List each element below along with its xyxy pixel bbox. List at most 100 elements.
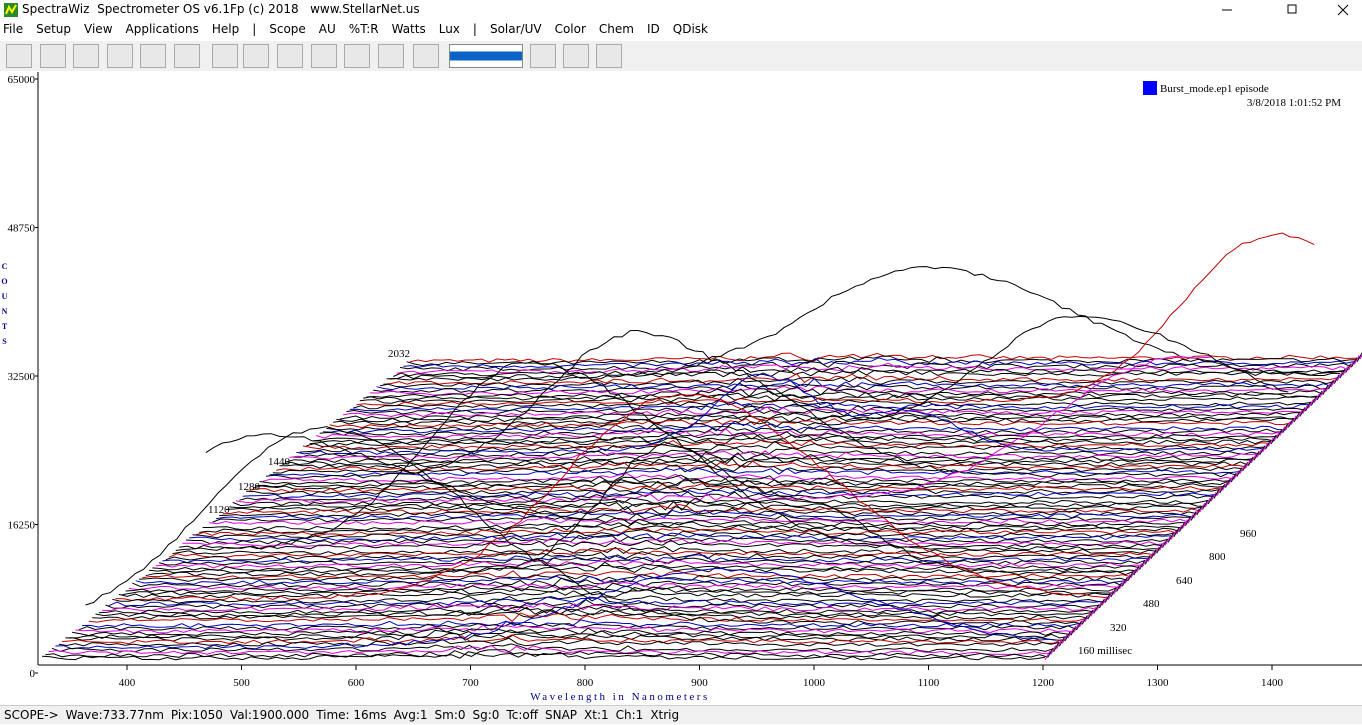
depth-label: 160 millisec xyxy=(1078,645,1132,657)
app-icon xyxy=(4,3,18,17)
toolbar-button[interactable] xyxy=(530,44,556,68)
depth-tick xyxy=(1230,472,1237,483)
trace xyxy=(92,609,1089,620)
menu-item[interactable]: | xyxy=(472,22,477,36)
toolbar-button[interactable] xyxy=(174,44,200,68)
depth-label: 1120 xyxy=(208,504,230,516)
trace xyxy=(302,439,1269,450)
trace xyxy=(225,500,1203,512)
trace xyxy=(249,482,1223,493)
trace xyxy=(296,373,1263,456)
toolbar-button[interactable] xyxy=(243,44,269,68)
depth-tick xyxy=(1061,634,1068,644)
depth-tick xyxy=(1259,445,1266,456)
toolbar-button[interactable] xyxy=(40,44,66,68)
menu-item[interactable]: Help xyxy=(211,22,240,36)
trace xyxy=(396,362,1349,374)
toolbar-button[interactable] xyxy=(563,44,589,68)
toolbar-button[interactable] xyxy=(277,44,303,68)
trace xyxy=(242,489,1217,499)
depth-tick xyxy=(1050,645,1057,655)
trace xyxy=(272,464,1243,474)
depth-tick xyxy=(1236,467,1243,477)
status-item: Ch:1 xyxy=(615,708,644,722)
window-controls[interactable] xyxy=(1202,0,1362,20)
menu-item[interactable]: | xyxy=(252,22,257,36)
trace xyxy=(219,505,1197,518)
legend-label: Burst_mode.ep1 episode xyxy=(1160,83,1269,95)
trace xyxy=(289,450,1257,461)
depth-tick xyxy=(1267,437,1274,447)
trace xyxy=(72,627,1071,637)
trace xyxy=(155,559,1143,569)
menu-item[interactable]: %T:R xyxy=(348,22,379,36)
depth-tick xyxy=(1262,442,1269,453)
trace xyxy=(138,574,1129,582)
depth-tick xyxy=(1156,544,1163,554)
depth-tick xyxy=(1127,571,1134,581)
menu-item[interactable]: Chem xyxy=(598,22,634,36)
menu-bar: File Setup View Applications Help | Scope AU %T:… xyxy=(0,20,1362,39)
trace xyxy=(346,403,1306,415)
y-tick-label: 16250 xyxy=(8,520,36,532)
trace xyxy=(229,500,1206,509)
toolbar-button[interactable] xyxy=(6,44,32,68)
depth-tick xyxy=(1193,508,1200,518)
toolbar-button[interactable] xyxy=(378,44,404,68)
depth-tick xyxy=(1308,399,1314,409)
menu-item[interactable]: Watts xyxy=(391,22,426,36)
depth-label: 480 xyxy=(1143,598,1160,610)
depth-tick xyxy=(1219,483,1226,494)
menu-item[interactable]: AU xyxy=(318,22,336,36)
depth-tick xyxy=(1242,461,1249,472)
menu-item[interactable]: Setup xyxy=(36,22,72,36)
menu-item[interactable]: Color xyxy=(554,22,586,36)
menu-item[interactable]: Applications xyxy=(125,22,199,36)
trace xyxy=(41,651,1046,661)
toolbar-button[interactable] xyxy=(596,44,622,68)
toolbar-button[interactable] xyxy=(413,44,439,68)
menu-item[interactable]: Solar/UV xyxy=(489,22,542,36)
depth-tick xyxy=(1101,596,1108,606)
depth-tick xyxy=(1087,609,1094,620)
depth-tick xyxy=(1136,563,1143,573)
depth-tick xyxy=(1078,617,1085,628)
status-item: SCOPE-> xyxy=(4,708,59,722)
y-axis-label: COUNTS xyxy=(0,262,9,352)
x-tick-label: 1200 xyxy=(1032,677,1055,689)
depth-tick xyxy=(1282,423,1289,434)
depth-tick xyxy=(1104,593,1111,603)
trace xyxy=(55,567,1057,650)
toolbar-button[interactable] xyxy=(140,44,166,68)
depth-tick xyxy=(1276,429,1283,439)
intensity-slider[interactable] xyxy=(449,44,523,68)
depth-tick xyxy=(1290,415,1297,425)
menu-item[interactable]: Lux xyxy=(438,22,460,36)
toolbar-button[interactable] xyxy=(107,44,133,68)
depth-tick xyxy=(1202,500,1208,510)
depth-tick xyxy=(1222,481,1228,491)
close[interactable] xyxy=(1337,4,1349,16)
status-item: Xtrig xyxy=(650,708,680,722)
menu-item[interactable]: QDisk xyxy=(672,22,708,36)
trace xyxy=(262,473,1235,482)
menu-item[interactable]: ID xyxy=(646,22,660,36)
restore[interactable] xyxy=(1287,4,1297,14)
menu-item[interactable]: File xyxy=(3,22,24,36)
trace xyxy=(175,362,1160,551)
menu-item[interactable]: Scope xyxy=(269,22,306,36)
depth-tick xyxy=(1348,360,1354,371)
trace xyxy=(118,588,1111,599)
trace xyxy=(403,357,1355,369)
menu-item[interactable]: View xyxy=(84,22,113,36)
trace xyxy=(125,582,1117,593)
trace xyxy=(165,551,1152,561)
toolbar-button[interactable] xyxy=(311,44,337,68)
trace xyxy=(108,596,1103,607)
trace xyxy=(68,629,1068,639)
trace xyxy=(58,637,1060,647)
toolbar-button[interactable] xyxy=(212,44,238,68)
toolbar-button[interactable] xyxy=(344,44,370,68)
toolbar-button[interactable] xyxy=(73,44,99,68)
trace xyxy=(222,503,1200,515)
